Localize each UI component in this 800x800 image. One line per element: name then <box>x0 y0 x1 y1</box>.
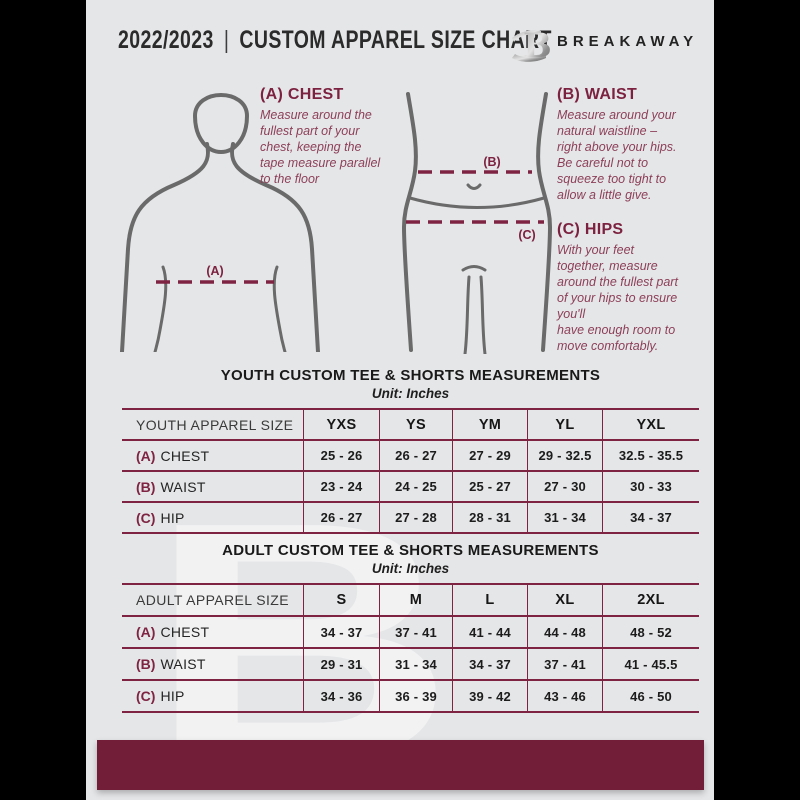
row-header: (A) CHEST <box>122 441 303 470</box>
table-cell: 30 - 33 <box>602 472 699 501</box>
row-header: (B) WAIST <box>122 472 303 501</box>
table-cell: 27 - 28 <box>379 503 452 532</box>
table-cell: 29 - 32.5 <box>527 441 602 470</box>
table-cell: 23 - 24 <box>303 472 379 501</box>
row-label: CHEST <box>160 447 210 464</box>
adult-table-title: ADULT CUSTOM TEE & SHORTS MEASUREMENTS <box>222 542 599 559</box>
document-page: B 2022/2023 | CUSTOM APPAREL SIZE CHART B … <box>86 0 714 800</box>
table-cell: 46 - 50 <box>602 681 699 711</box>
row-prefix: (C) <box>136 509 156 526</box>
table-cell: 32.5 - 35.5 <box>602 441 699 470</box>
youth-section: YOUTH CUSTOM TEE & SHORTS MEASUREMENTS U… <box>122 367 699 534</box>
table-row: (C) HIP 34 - 36 36 - 39 39 - 42 43 - 46 4… <box>122 679 699 711</box>
youth-size-table: YOUTH APPAREL SIZE YXS YS YM YL YXL (A) C… <box>122 408 699 534</box>
row-label: CHEST <box>160 624 210 640</box>
table-cell: 36 - 39 <box>379 681 452 711</box>
row-label: WAIST <box>160 656 206 672</box>
right-letterbox <box>714 0 800 800</box>
hip-marker-label: (C) <box>518 228 535 242</box>
brand-name: BREAKAWAY <box>557 33 699 50</box>
column-header: XL <box>527 585 602 615</box>
table-cell: 34 - 36 <box>303 681 379 711</box>
adult-size-table: ADULT APPAREL SIZE S M L XL 2XL (A) CHEST… <box>122 583 699 713</box>
row-header: (A) CHEST <box>122 617 303 647</box>
table-row: (B) WAIST 29 - 31 31 - 34 34 - 37 37 - 41… <box>122 647 699 679</box>
youth-table-title: YOUTH CUSTOM TEE & SHORTS MEASUREMENTS <box>220 367 601 384</box>
chest-marker-label: (A) <box>206 264 223 278</box>
table-cell: 43 - 46 <box>527 681 602 711</box>
table-row: (C) HIP 26 - 27 27 - 28 28 - 31 31 - 34 3… <box>122 501 699 532</box>
waist-marker-label: (B) <box>483 155 500 169</box>
table-cell: 31 - 34 <box>379 649 452 679</box>
chest-section-heading: (A) CHEST <box>260 86 344 103</box>
row-header: (C) HIP <box>122 681 303 711</box>
table-cell: 34 - 37 <box>452 649 527 679</box>
table-row: (A) CHEST 34 - 37 37 - 41 41 - 44 44 - 48… <box>122 615 699 647</box>
row-label: WAIST <box>160 478 206 495</box>
table-cell: 34 - 37 <box>303 617 379 647</box>
row-label: HIP <box>160 509 185 526</box>
table-cell: 24 - 25 <box>379 472 452 501</box>
row-prefix: (A) <box>136 447 156 464</box>
youth-table-unit: Unit: Inches <box>371 386 450 401</box>
title-separator: | <box>223 26 230 54</box>
column-header: 2XL <box>602 585 699 615</box>
footer-accent-bar <box>97 740 704 790</box>
table-cell: 27 - 30 <box>527 472 602 501</box>
column-header: S <box>303 585 379 615</box>
adult-table-unit: Unit: Inches <box>371 561 450 576</box>
waist-instructions: Measure around your natural waistline – … <box>557 108 677 202</box>
chest-instructions: Measure around the fullest part of your … <box>260 108 381 186</box>
table-cell: 28 - 31 <box>452 503 527 532</box>
row-prefix: (C) <box>136 688 156 704</box>
row-prefix: (A) <box>136 624 156 640</box>
table-cell: 41 - 44 <box>452 617 527 647</box>
column-header: YL <box>527 410 602 439</box>
table-cell: 26 - 27 <box>379 441 452 470</box>
table-cell: 48 - 52 <box>602 617 699 647</box>
table-cell: 37 - 41 <box>527 649 602 679</box>
row-header: (B) WAIST <box>122 649 303 679</box>
table-row: (B) WAIST 23 - 24 24 - 25 25 - 27 27 - 30… <box>122 470 699 501</box>
table-cell: 44 - 48 <box>527 617 602 647</box>
column-header: YXL <box>602 410 699 439</box>
column-header: YS <box>379 410 452 439</box>
table-cell: 27 - 29 <box>452 441 527 470</box>
hips-section-heading: (C) HIPS <box>557 221 624 238</box>
table-cell: 37 - 41 <box>379 617 452 647</box>
table-cell: 29 - 31 <box>303 649 379 679</box>
chart-title: CUSTOM APPAREL SIZE CHART <box>239 26 552 54</box>
row-prefix: (B) <box>136 656 156 672</box>
waist-hip-figure: (B) (C) <box>401 92 553 354</box>
column-header: YXS <box>303 410 379 439</box>
waist-section-heading: (B) WAIST <box>557 86 638 103</box>
page-title: 2022/2023 | CUSTOM APPAREL SIZE CHART <box>118 26 552 55</box>
row-label: HIP <box>160 688 185 704</box>
table-cell: 25 - 26 <box>303 441 379 470</box>
adult-section: ADULT CUSTOM TEE & SHORTS MEASUREMENTS U… <box>122 542 699 713</box>
table-cell: 41 - 45.5 <box>602 649 699 679</box>
table-header-row: ADULT APPAREL SIZE S M L XL 2XL <box>122 583 699 615</box>
table-cell: 26 - 27 <box>303 503 379 532</box>
chest-figure: (A) <box>120 93 320 352</box>
column-header: ADULT APPAREL SIZE <box>136 592 289 608</box>
table-row: (A) CHEST 25 - 26 26 - 27 27 - 29 29 - 32… <box>122 439 699 470</box>
breakaway-logo-icon: B <box>512 26 550 63</box>
table-cell: 31 - 34 <box>527 503 602 532</box>
row-header: (C) HIP <box>122 503 303 532</box>
column-header: YOUTH APPAREL SIZE <box>136 416 294 433</box>
column-header: YM <box>452 410 527 439</box>
column-header: L <box>452 585 527 615</box>
table-header-row: YOUTH APPAREL SIZE YXS YS YM YL YXL <box>122 408 699 439</box>
column-header: M <box>379 585 452 615</box>
table-cell: 34 - 37 <box>602 503 699 532</box>
hips-instructions: With your feet together, measure around … <box>557 243 678 353</box>
left-letterbox <box>0 0 86 800</box>
svg-text:B: B <box>523 26 550 63</box>
season-label: 2022/2023 <box>118 26 214 54</box>
row-prefix: (B) <box>136 478 156 495</box>
table-cell: 39 - 42 <box>452 681 527 711</box>
table-cell: 25 - 27 <box>452 472 527 501</box>
